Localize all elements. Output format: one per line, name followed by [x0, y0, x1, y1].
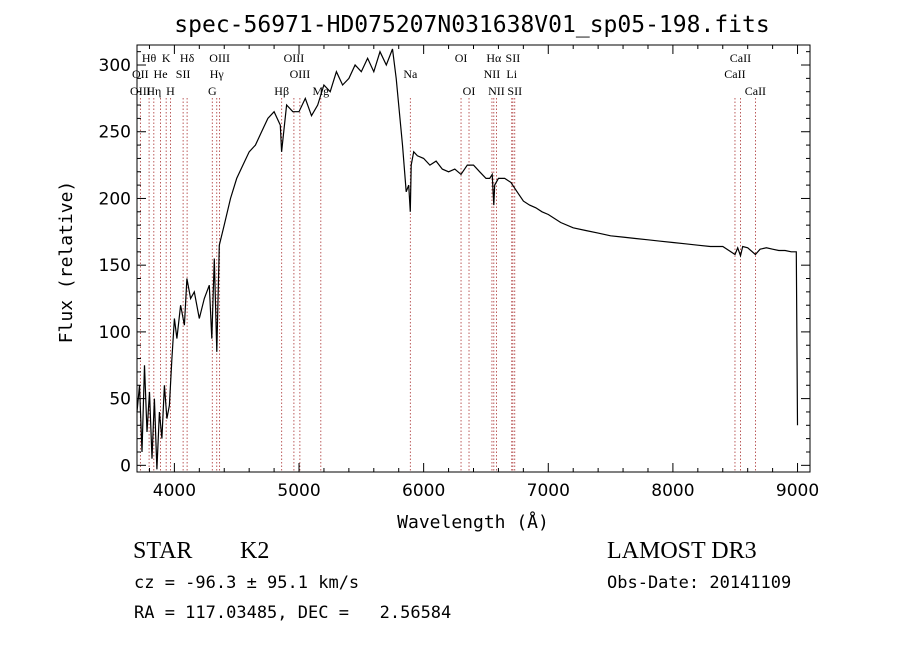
spectral-line-label: CaII [730, 51, 751, 65]
spectral-line-label: SII [506, 51, 521, 65]
spectral-line-label: SII [176, 67, 191, 81]
spectral-line-label: OI [463, 84, 476, 98]
redshift-readout: cz = -96.3 ± 95.1 km/s [134, 573, 360, 593]
emission-line-markers: Hθ K Hδ OIII OIII OI Hα SII CaII OII He SII Hγ OIII NI… [130, 51, 766, 472]
spectral-line-label: NII [484, 67, 501, 81]
spectral-line-label: OIII [290, 67, 311, 81]
spectral-line-label: Hβ [274, 84, 289, 98]
x-tick-label: 5000 [277, 481, 320, 501]
spectral-line-label: Mg [312, 84, 329, 98]
x-tick-label: 8000 [651, 481, 694, 501]
x-axis-label: Wavelength (Å) [397, 511, 549, 533]
spectral-line-label: OII [132, 67, 149, 81]
spectral-line-label: K [162, 51, 171, 65]
chart-title: spec-56971-HD075207N031638V01_sp05-198.f… [174, 12, 769, 38]
y-tick-label: 50 [109, 390, 131, 410]
y-tick-label: 250 [99, 123, 131, 143]
spectral-line-label: SII [507, 84, 522, 98]
spectral-line-label: Hγ [210, 67, 225, 81]
observation-date: Obs-Date: 20141109 [607, 573, 792, 593]
x-tick-label: 4000 [153, 481, 196, 501]
spectral-line-label: OIII [209, 51, 230, 65]
y-tick-label: 150 [99, 256, 131, 276]
spectrum-series-line [136, 48, 799, 470]
axis-ticks: 4000 5000 6000 7000 8000 9000 0 50 100 150 200 250 3… [99, 45, 819, 501]
spectral-line-label: Hα [486, 51, 502, 65]
object-type: STAR [133, 538, 193, 564]
spectral-line-label: OI [455, 51, 468, 65]
spectral-line-label: G [208, 84, 217, 98]
spectral-line-label: OIII [284, 51, 305, 65]
spectral-line-label: Hη [146, 84, 161, 98]
spectral-line-label: H [166, 84, 175, 98]
x-tick-label: 9000 [776, 481, 819, 501]
spectral-line-label: Hδ [180, 51, 195, 65]
spectral-line-label: Li [506, 67, 517, 81]
spectral-line-label: NII [488, 84, 505, 98]
y-tick-label: 0 [120, 456, 131, 476]
x-tick-label: 7000 [527, 481, 570, 501]
spectral-line-label: CaII [745, 84, 766, 98]
object-subclass: K2 [240, 538, 270, 564]
spectral-line-label: OIII [130, 84, 151, 98]
y-tick-label: 200 [99, 189, 131, 209]
spectral-line-label: He [154, 67, 168, 81]
survey-name: LAMOST DR3 [607, 538, 757, 564]
x-tick-label: 6000 [402, 481, 445, 501]
coordinates-readout: RA = 117.03485, DEC = 2.56584 [134, 603, 452, 623]
spectral-line-label: Hθ [142, 51, 157, 65]
spectral-line-label: CaII [724, 67, 745, 81]
plot-frame [136, 44, 811, 473]
y-axis-label: Flux (relative) [56, 181, 77, 344]
spectral-line-label: Na [403, 67, 418, 81]
y-tick-label: 100 [99, 323, 131, 343]
y-tick-label: 300 [99, 56, 131, 76]
